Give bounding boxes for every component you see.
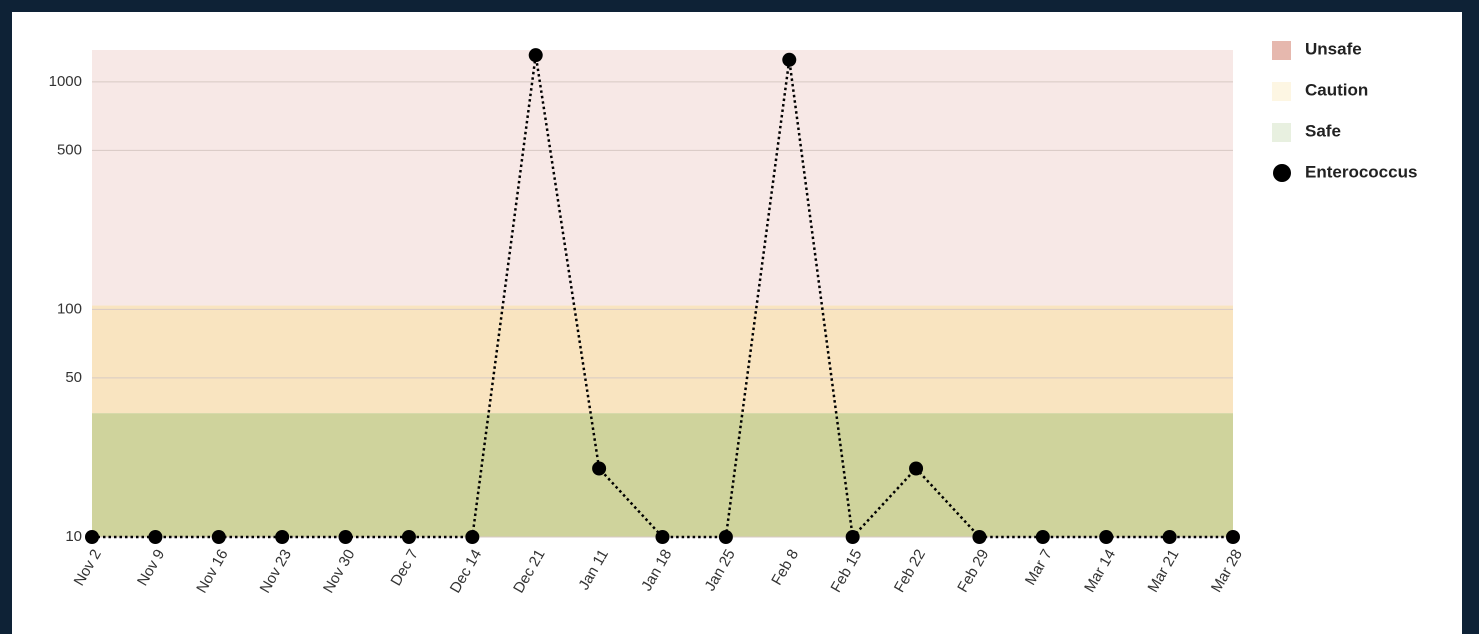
legend-label: Safe xyxy=(1305,121,1341,140)
data-point xyxy=(1099,530,1114,544)
data-point xyxy=(718,530,733,544)
y-tick-label: 10 xyxy=(65,528,82,545)
data-point xyxy=(655,530,670,544)
y-tick-label: 1000 xyxy=(49,73,82,90)
data-point xyxy=(1162,530,1177,544)
x-tick-label: Feb 15 xyxy=(827,546,865,595)
data-point xyxy=(1226,530,1240,544)
legend-label: Enterococcus xyxy=(1305,162,1417,181)
data-point xyxy=(401,530,416,544)
x-tick-label: Dec 14 xyxy=(447,546,485,596)
x-tick-label: Mar 7 xyxy=(1022,546,1056,588)
x-tick-label: Dec 21 xyxy=(510,546,548,596)
data-point xyxy=(148,530,163,544)
x-tick-label: Nov 2 xyxy=(71,546,105,588)
y-tick-label: 50 xyxy=(65,369,82,386)
y-tick-label: 500 xyxy=(57,141,82,158)
data-point xyxy=(909,461,924,476)
data-point xyxy=(528,48,543,63)
x-tick-label: Mar 14 xyxy=(1081,546,1119,595)
band xyxy=(92,413,1233,537)
x-tick-label: Jan 18 xyxy=(638,546,675,594)
legend-swatch xyxy=(1272,41,1291,60)
data-point xyxy=(85,530,99,544)
data-point xyxy=(592,461,607,476)
legend-swatch xyxy=(1272,82,1291,101)
data-point xyxy=(782,52,797,67)
x-tick-label: Mar 21 xyxy=(1144,546,1182,595)
legend-label: Caution xyxy=(1305,80,1368,99)
x-tick-label: Feb 22 xyxy=(891,546,929,595)
data-point xyxy=(972,530,987,544)
x-tick-label: Dec 7 xyxy=(388,546,422,588)
data-point xyxy=(211,530,226,544)
data-point xyxy=(845,530,860,544)
x-tick-label: Feb 8 xyxy=(768,546,802,588)
x-tick-label: Nov 30 xyxy=(320,546,358,596)
x-tick-label: Jan 11 xyxy=(575,546,612,593)
band xyxy=(92,305,1233,414)
data-point xyxy=(465,530,480,544)
x-tick-label: Nov 9 xyxy=(134,546,168,588)
legend-swatch xyxy=(1272,123,1291,142)
x-tick-label: Nov 16 xyxy=(193,546,231,596)
x-tick-label: Mar 28 xyxy=(1208,546,1246,595)
data-point xyxy=(275,530,290,544)
data-point xyxy=(338,530,353,544)
x-tick-label: Jan 25 xyxy=(702,546,739,594)
x-tick-label: Feb 29 xyxy=(954,546,992,595)
legend-label: Unsafe xyxy=(1305,39,1362,58)
legend-marker xyxy=(1273,164,1291,182)
data-point xyxy=(1035,530,1050,544)
y-tick-label: 100 xyxy=(57,300,82,317)
band xyxy=(92,50,1233,306)
x-tick-label: Nov 23 xyxy=(257,546,295,596)
